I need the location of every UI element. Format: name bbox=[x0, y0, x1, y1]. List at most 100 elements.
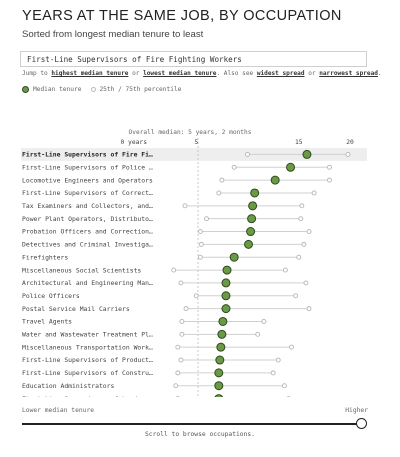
median-dot bbox=[250, 188, 260, 198]
jump-or-1: or bbox=[132, 70, 140, 77]
p75-marker bbox=[306, 229, 312, 234]
p75-marker bbox=[327, 177, 332, 183]
jump-links: Jump to highest median tenure or lowest … bbox=[22, 70, 382, 77]
narrowest-spread-link[interactable]: narrowest spread bbox=[319, 70, 378, 77]
p75-marker bbox=[270, 370, 276, 376]
category-label: Detectives and Criminal Investiga… bbox=[22, 241, 153, 249]
median-dot bbox=[286, 162, 296, 172]
p25-marker bbox=[173, 383, 179, 389]
jump-or-2: or bbox=[308, 70, 316, 77]
category-label: Power Plant Operators, Distributo… bbox=[22, 215, 153, 223]
p75-marker bbox=[298, 216, 304, 222]
category-label: First-Line Supervisors of Correct… bbox=[22, 189, 153, 197]
median-dot bbox=[214, 381, 224, 391]
median-dot bbox=[244, 239, 254, 249]
category-label: Water and Wastewater Treatment Pl… bbox=[22, 331, 153, 339]
p75-marker bbox=[303, 280, 309, 286]
p75-marker bbox=[293, 293, 299, 299]
category-label: Education Administrators bbox=[22, 382, 114, 390]
slider-handle[interactable] bbox=[356, 418, 367, 429]
category-label: Firefighters bbox=[22, 253, 68, 261]
p25-marker bbox=[245, 151, 250, 157]
median-dot bbox=[217, 329, 227, 339]
occupation-search-input[interactable] bbox=[20, 51, 367, 67]
median-dot bbox=[214, 394, 224, 397]
x-tick-label: 5 bbox=[194, 139, 198, 146]
median-dot bbox=[246, 227, 256, 237]
legend-median-label: Median tenure bbox=[33, 86, 82, 93]
widest-spread-link[interactable]: widest spread bbox=[256, 70, 305, 77]
p25-marker bbox=[182, 203, 188, 209]
category-label: Miscellaneous Transportation Work… bbox=[22, 343, 153, 351]
median-dot bbox=[302, 149, 312, 159]
median-dot bbox=[229, 252, 239, 262]
lower-median-label: Lower median tenure bbox=[22, 407, 95, 414]
jump-also: . Also see bbox=[216, 70, 254, 77]
p25-marker bbox=[219, 177, 225, 183]
median-dot bbox=[221, 278, 231, 288]
p25-marker bbox=[216, 190, 222, 196]
tenure-dot-chart: Overall median: 5 years, 2 months 0 years… bbox=[21, 129, 367, 397]
category-label: Police Officers bbox=[22, 292, 80, 300]
highest-median-link[interactable]: highest median tenure bbox=[51, 70, 129, 77]
p25-marker bbox=[198, 241, 204, 247]
p75-marker bbox=[281, 383, 287, 389]
tenure-scroll-slider[interactable] bbox=[22, 418, 367, 430]
p75-marker bbox=[327, 164, 332, 170]
x-tick-label: 0 years bbox=[120, 139, 147, 146]
median-dot bbox=[215, 355, 225, 365]
p25-marker bbox=[175, 370, 181, 376]
higher-median-label: Higher bbox=[345, 407, 368, 414]
p25-marker bbox=[178, 357, 184, 363]
category-label: First-Line Supervisors of Fire Fi… bbox=[22, 151, 153, 159]
p75-marker bbox=[299, 203, 305, 209]
category-label: Probation Officers and Correction… bbox=[22, 228, 153, 236]
median-dot bbox=[216, 342, 226, 352]
p75-marker bbox=[282, 267, 288, 273]
p25-marker bbox=[204, 216, 209, 222]
p75-marker bbox=[261, 319, 267, 324]
p25-marker bbox=[183, 306, 189, 312]
category-label: Miscellaneous Social Scientists bbox=[22, 266, 141, 274]
median-dot bbox=[221, 304, 231, 314]
category-label: First-Line Supervisors of Landsca… bbox=[22, 395, 153, 397]
category-label: Locomotive Engineers and Operators bbox=[22, 176, 153, 184]
chart-legend: Median tenure 25th / 75th percentile bbox=[22, 86, 181, 93]
category-label: First-Line Supervisors of Product… bbox=[22, 356, 153, 364]
p25-marker bbox=[179, 331, 185, 337]
slider-track[interactable] bbox=[22, 423, 361, 425]
scroll-hint: Scroll to browse occupations. bbox=[145, 431, 255, 438]
p25-marker bbox=[171, 267, 177, 273]
p25-marker bbox=[197, 254, 203, 260]
page-title: YEARS AT THE SAME JOB, BY OCCUPATION bbox=[22, 8, 342, 24]
p75-marker bbox=[296, 254, 302, 260]
category-label: Tax Examiners and Collectors, and… bbox=[22, 202, 153, 210]
p75-marker bbox=[311, 190, 317, 196]
p75-marker bbox=[306, 306, 312, 312]
p25-marker bbox=[231, 164, 237, 170]
jump-prefix: Jump to bbox=[22, 70, 48, 77]
category-label: Travel Agents bbox=[22, 318, 72, 326]
p25-marker bbox=[193, 293, 199, 299]
p75-marker bbox=[255, 331, 261, 337]
p25-marker bbox=[175, 344, 181, 350]
median-dot bbox=[221, 291, 231, 301]
median-dot bbox=[247, 214, 257, 224]
category-label: First-Line Supervisors of Police … bbox=[22, 163, 153, 171]
median-dot bbox=[222, 265, 232, 275]
legend-range-label: 25th / 75th percentile bbox=[99, 86, 182, 93]
median-dot-icon bbox=[22, 86, 29, 93]
median-dot bbox=[248, 201, 258, 211]
median-dot bbox=[214, 368, 224, 378]
x-tick-label: 20 bbox=[346, 139, 354, 146]
category-label: First-Line Supervisors of Constru… bbox=[22, 369, 153, 377]
median-dot bbox=[270, 175, 280, 185]
x-tick-label: 15 bbox=[295, 139, 303, 146]
overall-median-label: Overall median: 5 years, 2 months bbox=[129, 129, 252, 136]
p25-marker bbox=[179, 319, 185, 324]
lowest-median-link[interactable]: lowest median tenure bbox=[143, 70, 217, 77]
percentile-ring-icon bbox=[91, 87, 97, 92]
median-dot bbox=[218, 316, 228, 326]
page-subtitle: Sorted from longest median tenure to lea… bbox=[22, 29, 204, 40]
p25-marker bbox=[178, 280, 184, 286]
